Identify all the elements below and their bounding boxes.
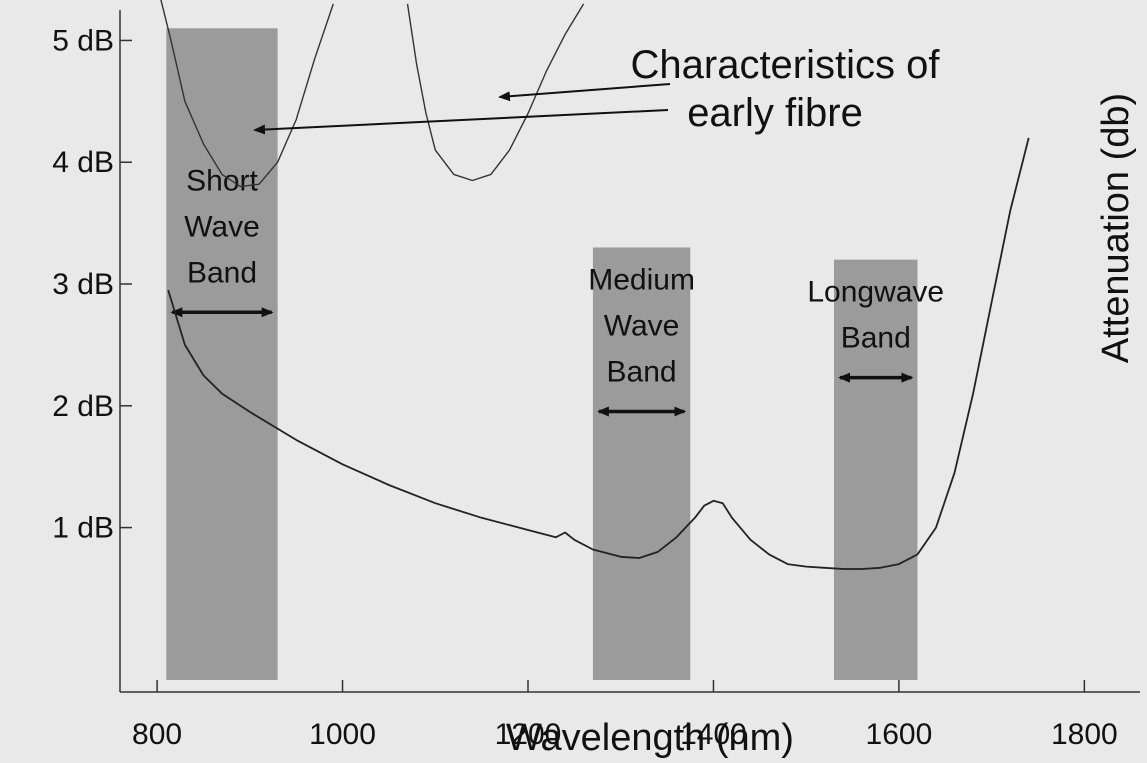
y-tick-label-2: 2 dB <box>52 390 114 423</box>
band-label-1-1: Short <box>186 164 258 197</box>
x-tick-label-1800: 1800 <box>1051 718 1118 751</box>
y-tick-label-3: 3 dB <box>52 268 114 301</box>
band-rect-2 <box>592 247 691 680</box>
series-layer <box>160 0 1030 570</box>
x-tick-label-1400: 1400 <box>680 718 747 751</box>
annotation-line-2: early fibre <box>687 91 863 135</box>
series-line-2 <box>160 0 334 188</box>
band-layer: Short Wave Band Medium Wave Band Longwave Band <box>166 28 944 680</box>
band-label-2-3: Band <box>607 355 677 388</box>
y-tick-label-5: 5 dB <box>52 24 114 57</box>
band-label-3-1: Longwave <box>807 276 944 309</box>
band-label-3-2: Band <box>841 322 911 355</box>
band-label-1-3: Band <box>187 256 257 289</box>
band-rect-3 <box>834 259 918 680</box>
axes-layer: 800 1000 1200 1400 1600 1800 1 dB 2 dB 3 dB 4 dB 5… <box>52 10 1140 751</box>
band-label-2-1: Medium <box>588 263 695 296</box>
x-tick-label-800: 800 <box>132 718 182 751</box>
series-line-3 <box>406 3 585 182</box>
band-label-2-2: Wave <box>604 309 680 342</box>
band-rect-1 <box>166 28 278 680</box>
y-tick-label-1: 1 dB <box>52 512 114 545</box>
y-axis-title: Attenuation (db) <box>1095 93 1137 363</box>
annotation-arrow-2 <box>253 109 669 135</box>
x-axis-title: Wavelength (nm) <box>506 717 794 758</box>
x-tick-label-1000: 1000 <box>309 718 376 751</box>
annotation-arrow-1 <box>498 83 671 102</box>
x-tick-label-1200: 1200 <box>495 718 562 751</box>
band-label-1-2: Wave <box>184 210 260 243</box>
series-line-1 <box>167 137 1030 570</box>
x-tick-label-1600: 1600 <box>866 718 933 751</box>
annotation-line-1: Characteristics of <box>631 43 941 87</box>
y-tick-label-4: 4 dB <box>52 146 114 179</box>
